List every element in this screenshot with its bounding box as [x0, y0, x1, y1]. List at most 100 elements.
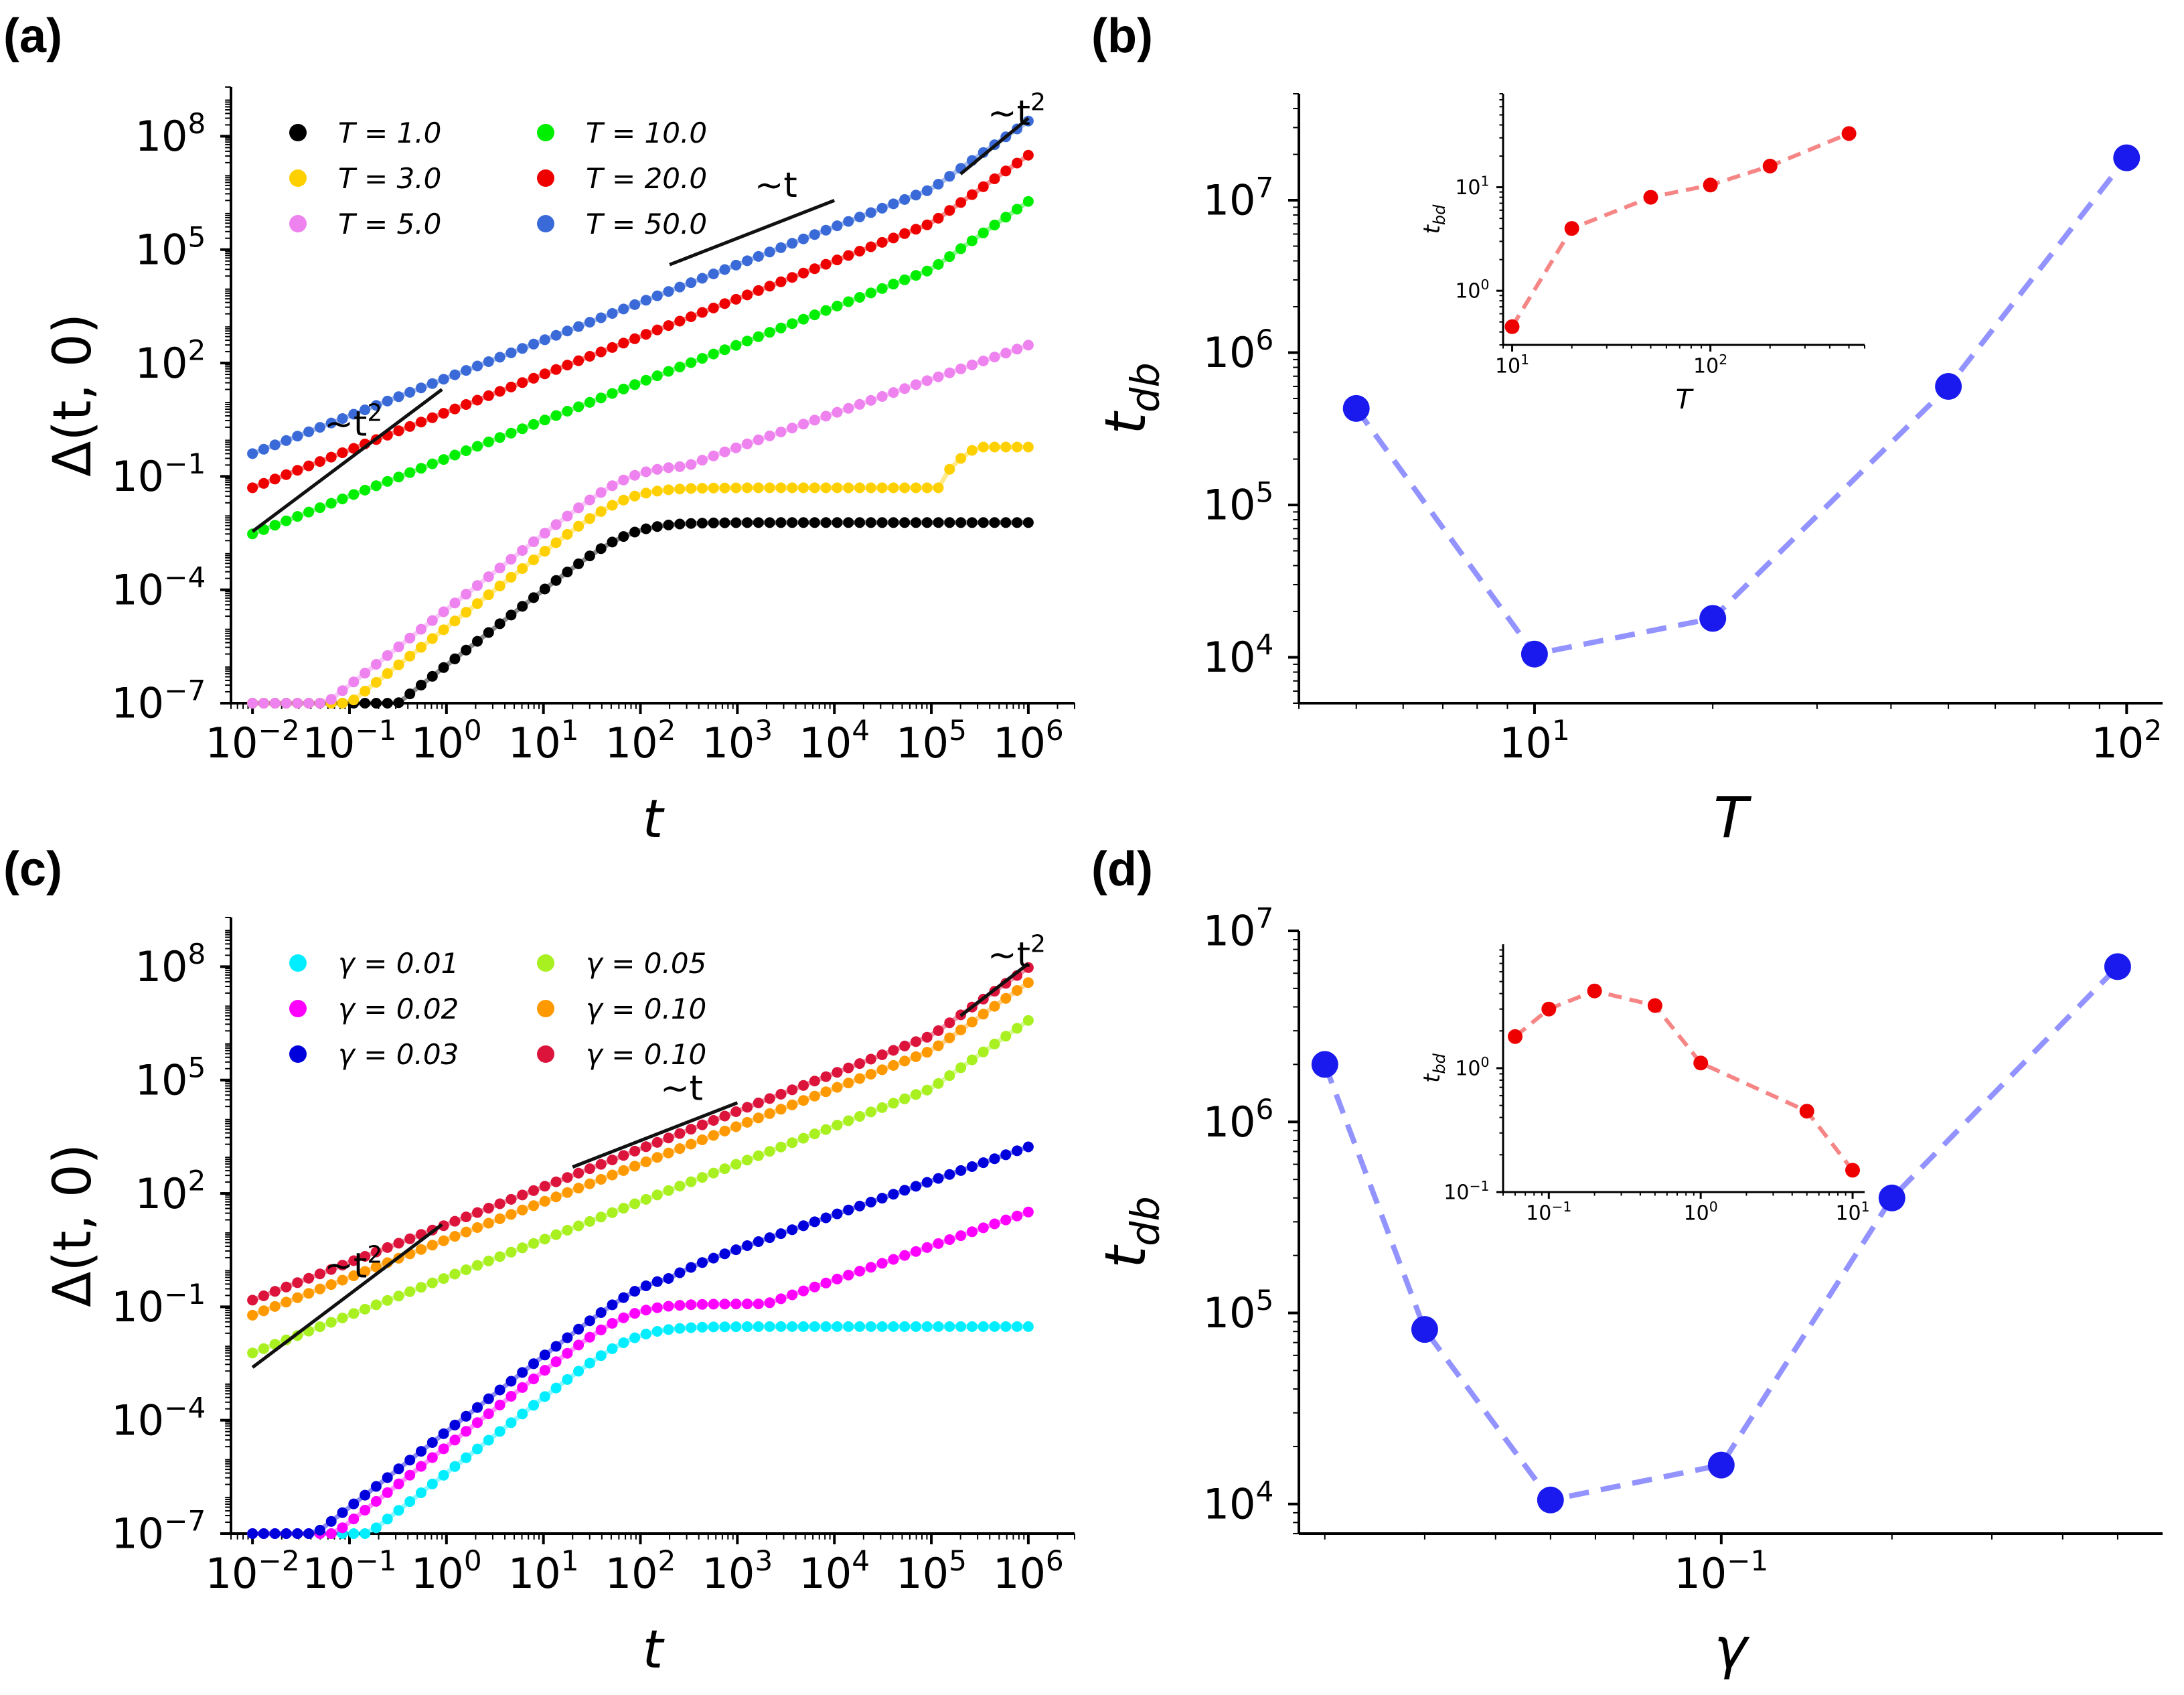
- data-point: [921, 1321, 933, 1332]
- data-point: [348, 1498, 360, 1509]
- data-point: [348, 443, 360, 454]
- data-point: [719, 1321, 730, 1333]
- legend-label: T = 10.0: [586, 117, 707, 149]
- data-point: [888, 232, 899, 244]
- data-point: [674, 1143, 686, 1155]
- data-point: [269, 698, 281, 709]
- data-point: [708, 1167, 719, 1179]
- data-point: [483, 1218, 494, 1229]
- data-point: [809, 1281, 820, 1293]
- data-point: [944, 205, 955, 216]
- data-point: [573, 520, 584, 532]
- data-point: [651, 1136, 663, 1148]
- data-point: [854, 1111, 865, 1122]
- y-tick-label: 108: [135, 938, 206, 991]
- data-point: [933, 1025, 944, 1036]
- data-point: [921, 1031, 933, 1043]
- data-point: [764, 1093, 775, 1104]
- data-point: [393, 697, 404, 709]
- y-tick-label: 10−1: [111, 1278, 206, 1331]
- data-point: [449, 653, 461, 664]
- data-point: [494, 618, 505, 630]
- data-point: [696, 483, 708, 494]
- data-point: [865, 1262, 876, 1273]
- data-point: [528, 592, 539, 603]
- data-point: [325, 1264, 337, 1275]
- data-point: [314, 456, 325, 467]
- data-point: [337, 698, 348, 709]
- series-line: [251, 153, 1030, 490]
- data-point: [753, 1299, 764, 1309]
- data-point: [911, 379, 921, 390]
- data-point: [449, 1231, 461, 1242]
- data-point: [528, 338, 539, 350]
- x-tick-label: 102: [605, 714, 676, 767]
- data-point: [258, 1290, 269, 1301]
- data-point: [719, 264, 730, 275]
- data-point: [607, 480, 618, 492]
- data-point: [1411, 1316, 1438, 1343]
- data-point: [933, 517, 944, 528]
- data-point: [966, 1161, 978, 1172]
- legend-label: γ = 0.03: [338, 1038, 459, 1071]
- data-point: [876, 202, 888, 214]
- data-point: [843, 1204, 854, 1215]
- data-point: [449, 1434, 461, 1446]
- data-point: [258, 1305, 269, 1317]
- data-point: [686, 311, 697, 322]
- data-point: [517, 563, 528, 574]
- data-point: [708, 1130, 719, 1141]
- y-tick-label: 106: [1203, 1093, 1274, 1147]
- data-point: [820, 224, 832, 236]
- data-point: [888, 1098, 899, 1109]
- data-point: [483, 627, 494, 638]
- data-point: [933, 259, 944, 270]
- data-point: [742, 255, 753, 267]
- data-point: [978, 181, 989, 192]
- data-point: [370, 676, 382, 688]
- data-point: [1000, 165, 1012, 177]
- data-point: [528, 536, 539, 547]
- data-point: [933, 179, 944, 190]
- data-point: [753, 250, 764, 262]
- data-point: [292, 431, 303, 442]
- data-point: [876, 1258, 888, 1269]
- data-point: [854, 1200, 865, 1211]
- data-point: [404, 1286, 416, 1297]
- data-point: [1000, 1031, 1012, 1042]
- data-point: [686, 1299, 697, 1311]
- data-point: [651, 1152, 663, 1163]
- x-tick-label: 101: [1495, 352, 1529, 378]
- data-point: [1342, 394, 1370, 422]
- data-point: [966, 235, 978, 246]
- data-point: [562, 1172, 573, 1183]
- data-point: [517, 343, 528, 354]
- data-point: [494, 352, 505, 363]
- data-point: [629, 1332, 641, 1343]
- data-point: [876, 236, 888, 248]
- x-tick-label: 103: [702, 714, 773, 767]
- data-point: [820, 411, 832, 422]
- data-point: [764, 246, 775, 258]
- data-point: [393, 1505, 404, 1516]
- data-point: [505, 1193, 517, 1205]
- data-point: [461, 365, 472, 376]
- x-tick-label: 100: [411, 1544, 482, 1598]
- legend-label: γ = 0.10: [586, 1038, 706, 1071]
- data-point: [978, 356, 989, 366]
- data-point: [730, 482, 742, 494]
- legend-marker: [537, 1045, 554, 1063]
- data-point: [764, 327, 775, 338]
- data-point: [876, 391, 888, 402]
- data-point: [607, 342, 618, 353]
- data-point: [325, 1516, 337, 1527]
- data-point: [505, 347, 517, 358]
- data-point: [899, 274, 911, 285]
- data-point: [955, 453, 967, 464]
- data-point: [449, 1419, 461, 1430]
- data-point: [573, 1167, 584, 1179]
- data-point: [584, 1357, 595, 1369]
- data-point: [798, 267, 809, 279]
- data-point: [325, 1528, 337, 1539]
